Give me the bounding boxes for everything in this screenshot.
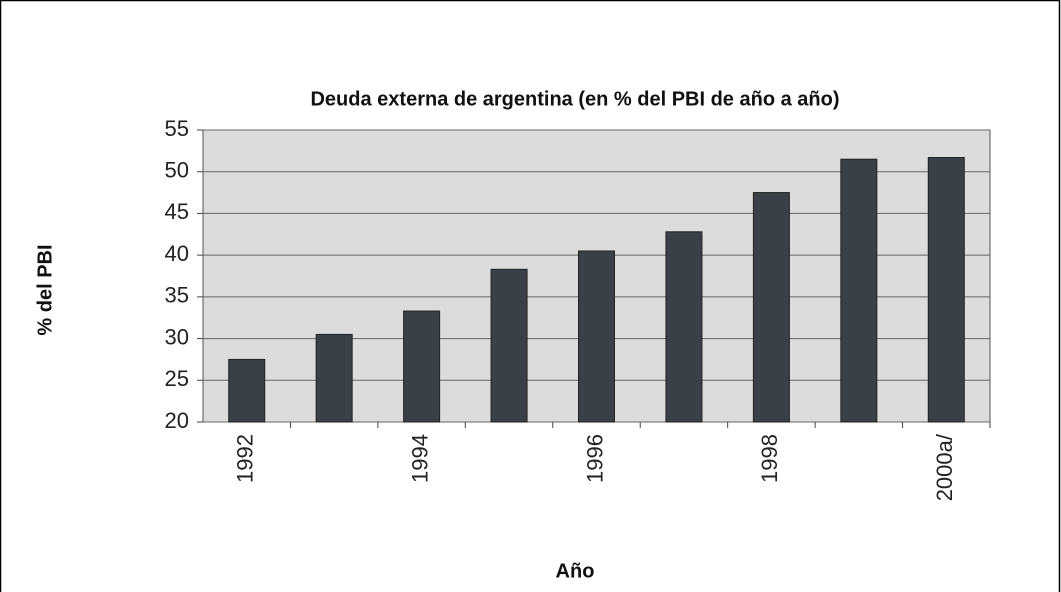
y-axis-label: % del PBI	[34, 244, 56, 335]
x-tick-label: 1998	[757, 434, 782, 483]
bar	[490, 268, 528, 423]
x-axis-label: Año	[556, 560, 595, 582]
bar	[228, 358, 266, 423]
x-tick-label: 1996	[582, 434, 607, 483]
chart-title: Deuda externa de argentina (en % del PBI…	[310, 88, 839, 110]
y-tick-label: 25	[165, 366, 189, 391]
x-tick-label: 1992	[233, 434, 258, 483]
bar	[752, 192, 790, 423]
y-tick-label: 45	[165, 199, 189, 224]
y-tick-label: 35	[165, 283, 189, 308]
bar	[315, 333, 353, 423]
bar	[578, 250, 615, 423]
x-tick-label: 1994	[407, 434, 432, 483]
y-tick-label: 20	[165, 408, 189, 433]
x-tick-label: 2000a/	[932, 433, 957, 501]
y-tick-label: 40	[165, 241, 189, 266]
bar	[403, 310, 441, 423]
y-tick-label: 30	[165, 324, 189, 349]
bar	[840, 158, 878, 423]
y-tick-label: 50	[165, 158, 189, 183]
bar	[927, 157, 965, 423]
y-tick-label: 55	[165, 116, 189, 141]
bar	[665, 231, 703, 423]
